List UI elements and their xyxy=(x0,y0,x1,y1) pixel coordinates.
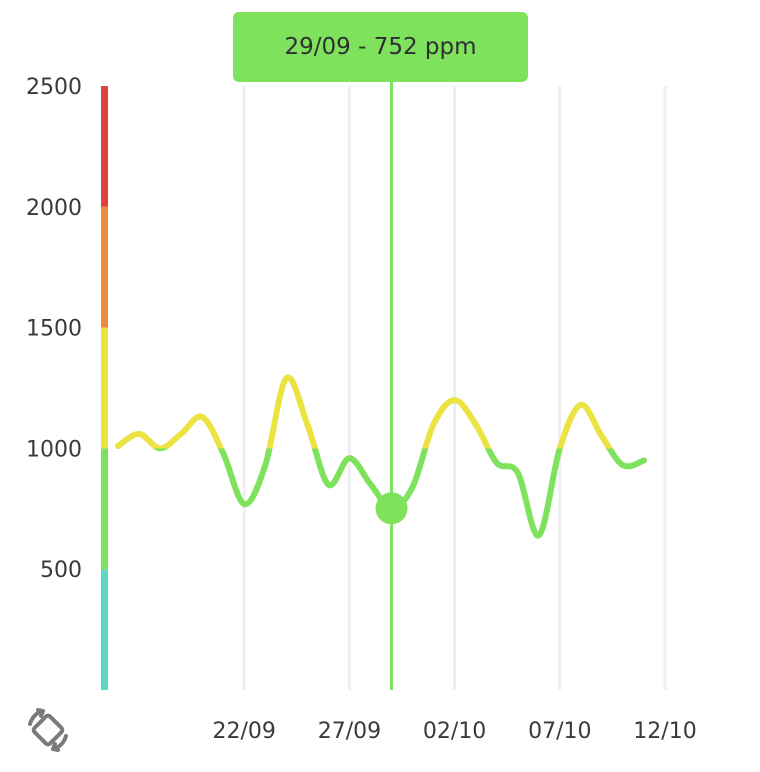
y-axis-ticks: 500 1000 1500 2000 2500 xyxy=(26,75,82,583)
x-tick-label: 12/10 xyxy=(633,719,696,744)
scale-band xyxy=(101,327,108,449)
scale-band xyxy=(101,86,108,207)
x-axis-ticks: 22/09 27/09 02/10 07/10 12/10 xyxy=(213,719,697,744)
tooltip-text: 29/09 - 752 ppm xyxy=(284,34,477,60)
x-tick-label: 07/10 xyxy=(528,719,591,744)
cursor-point[interactable] xyxy=(375,492,408,525)
scale-band xyxy=(101,448,108,570)
x-tick-label: 22/09 xyxy=(213,719,276,744)
y-tick-label: 1000 xyxy=(26,437,82,462)
scale-band xyxy=(101,206,108,328)
x-tick-label: 27/09 xyxy=(318,719,381,744)
y-tick-label: 500 xyxy=(40,558,82,583)
y-tick-label: 2500 xyxy=(26,75,82,100)
y-tick-label: 2000 xyxy=(26,196,82,221)
value-tooltip: 29/09 - 752 ppm xyxy=(233,12,528,82)
screen-rotate-icon[interactable] xyxy=(20,702,76,758)
grid-lines xyxy=(242,86,667,690)
color-scale-bar xyxy=(101,86,108,690)
scale-band xyxy=(101,569,108,690)
y-tick-label: 1500 xyxy=(26,317,82,342)
x-tick-label: 02/10 xyxy=(423,719,486,744)
